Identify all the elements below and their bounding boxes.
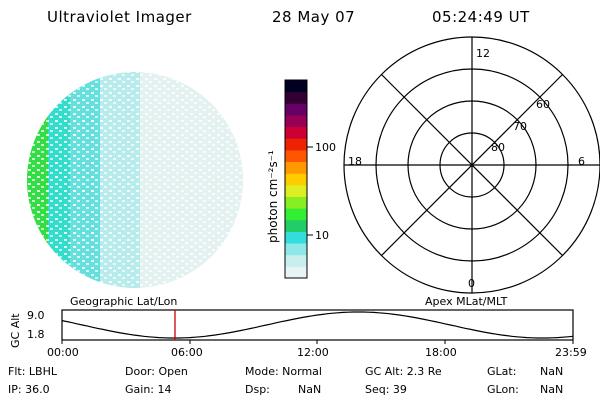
dsp-label: Dsp: — [245, 383, 270, 396]
filter-readout: Flt: LBHL — [8, 365, 57, 378]
colorbar-unit-label: photon cm⁻²s⁻¹ — [266, 150, 280, 243]
polar-diagonal-2 — [381, 74, 563, 256]
colorbar-segment — [285, 80, 307, 93]
mlat-label-60: 60 — [536, 98, 550, 111]
gc-altitude-readout: GC Alt: 2.3 Re — [365, 365, 442, 378]
colorbar-segment — [285, 184, 307, 197]
color-scale-bar — [284, 79, 313, 279]
colorbar-segment — [285, 161, 307, 174]
y-axis-label: GC Alt — [9, 313, 22, 348]
colorbar-tick-label: 10 — [315, 229, 329, 242]
colorbar-segment — [285, 219, 307, 232]
glat-label: GLat: — [487, 365, 517, 378]
colorbar-segment — [285, 231, 307, 244]
colorbar-segment — [285, 243, 307, 256]
gain-readout: Gain: 14 — [125, 383, 172, 396]
uv-auroral-image — [27, 72, 243, 288]
y-tick-label-bottom: 1.8 — [27, 328, 45, 341]
mlt-label-0: 0 — [468, 277, 475, 290]
colorbar-segment — [285, 149, 307, 163]
observation-time: 05:24:49 UT — [432, 8, 530, 26]
x-tick-label: 12:00 — [297, 346, 329, 359]
glon-label: GLon: — [487, 383, 519, 396]
x-tick-label: 18:00 — [425, 346, 457, 359]
x-tick-label: 23:59 — [555, 346, 587, 359]
dsp-value: NaN — [298, 383, 322, 396]
y-tick-label-top: 9.0 — [27, 309, 45, 322]
x-tick-label: 06:00 — [171, 346, 203, 359]
mlt-label-12: 12 — [476, 47, 490, 60]
door-readout: Door: Open — [125, 365, 188, 378]
glat-value: NaN — [540, 365, 564, 378]
x-tick-label: 00:00 — [47, 346, 79, 359]
mlt-label-18: 18 — [348, 155, 362, 168]
mlat-label-70: 70 — [513, 120, 527, 133]
polar-grid — [343, 36, 600, 294]
colorbar-segment — [285, 126, 307, 139]
colorbar-segment — [285, 173, 307, 186]
geographic-label: Geographic Lat/Lon — [70, 295, 178, 308]
observation-date: 28 May 07 — [272, 8, 356, 26]
colorbar-segment — [285, 254, 307, 267]
colorbar-segment — [285, 266, 307, 279]
colorbar-segment — [285, 91, 307, 104]
app-title: Ultraviolet Imager — [47, 8, 192, 26]
mode-readout: Mode: Normal — [245, 365, 322, 378]
mlat-label-80: 80 — [491, 141, 505, 154]
colorbar-segment — [285, 196, 307, 209]
colorbar-segment — [285, 138, 307, 151]
ip-readout: IP: 36.0 — [8, 383, 50, 396]
colorbar-segment — [285, 103, 307, 116]
colorbar-tick-label: 100 — [315, 141, 336, 154]
colorbar-segment — [285, 114, 307, 128]
orbit-altitude-panel — [61, 309, 574, 344]
mlt-label-6: 6 — [578, 155, 585, 168]
apex-label: Apex MLat/MLT — [425, 295, 508, 308]
sequence-readout: Seq: 39 — [365, 383, 407, 396]
colorbar-segment — [285, 208, 307, 221]
glon-value: NaN — [540, 383, 564, 396]
